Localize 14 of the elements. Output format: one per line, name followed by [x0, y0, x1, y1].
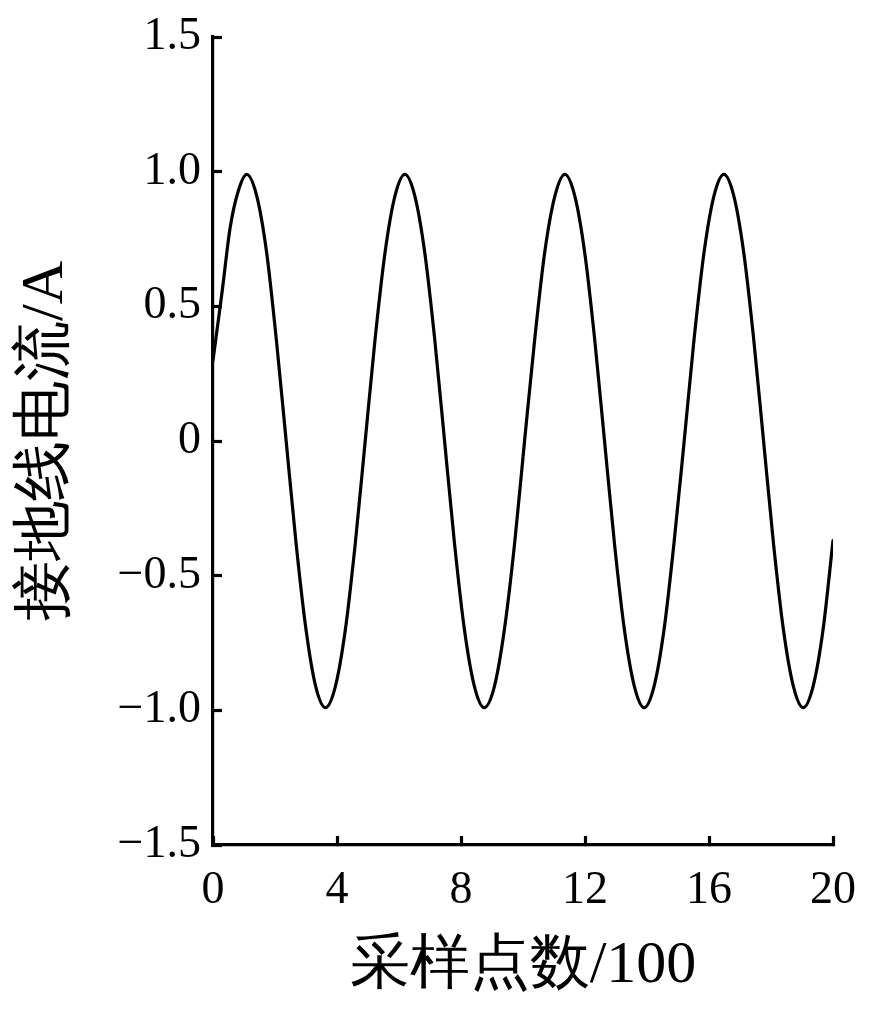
x-axis-title: 采样点数/100 [349, 928, 697, 995]
x-tick-label: 16 [686, 861, 732, 913]
x-tick-label: 12 [562, 861, 608, 913]
x-tick-label: 20 [810, 861, 856, 913]
y-tick-label: 1.0 [143, 142, 201, 194]
y-tick-label: −0.5 [117, 546, 201, 598]
x-tick-label: 4 [325, 861, 349, 913]
x-tick-label: 8 [449, 861, 473, 913]
y-axis-title: 接地线电流/A [8, 261, 75, 621]
y-tick-label: −1.0 [117, 681, 201, 733]
y-tick-label: 1.5 [143, 8, 201, 60]
y-tick-label: 0 [178, 412, 201, 464]
y-tick-label: 0.5 [143, 277, 201, 329]
y-tick-label: −1.5 [117, 816, 201, 868]
